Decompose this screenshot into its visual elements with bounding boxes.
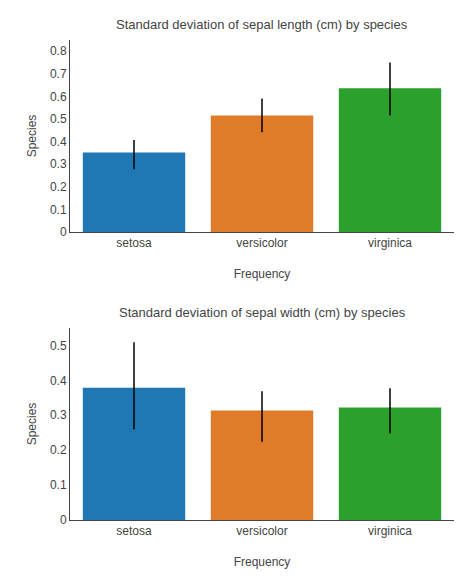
svg-text:Species: Species — [25, 403, 39, 446]
svg-text:0: 0 — [60, 513, 67, 527]
svg-text:0.3: 0.3 — [50, 157, 67, 171]
svg-text:versicolor: versicolor — [236, 524, 287, 538]
svg-text:0.8: 0.8 — [50, 44, 67, 58]
svg-text:0.5: 0.5 — [50, 112, 67, 126]
svg-text:0.2: 0.2 — [50, 443, 67, 457]
svg-text:0: 0 — [60, 225, 67, 239]
svg-text:0.6: 0.6 — [50, 90, 67, 104]
svg-text:setosa: setosa — [116, 524, 152, 538]
svg-text:0.4: 0.4 — [50, 135, 67, 149]
svg-text:Frequency: Frequency — [234, 267, 291, 281]
svg-text:Species: Species — [25, 115, 39, 158]
svg-text:0.5: 0.5 — [50, 339, 67, 353]
svg-text:Frequency: Frequency — [234, 555, 291, 569]
svg-text:0.3: 0.3 — [50, 408, 67, 422]
svg-text:0.4: 0.4 — [50, 374, 67, 388]
svg-text:0.1: 0.1 — [50, 203, 67, 217]
svg-text:virginica: virginica — [368, 236, 412, 250]
svg-text:setosa: setosa — [116, 236, 152, 250]
svg-text:0.2: 0.2 — [50, 180, 67, 194]
svg-text:0.1: 0.1 — [50, 478, 67, 492]
svg-text:virginica: virginica — [368, 524, 412, 538]
svg-text:versicolor: versicolor — [236, 236, 287, 250]
svg-text:Standard deviation of sepal wi: Standard deviation of sepal width (cm) b… — [119, 305, 406, 320]
svg-text:0.7: 0.7 — [50, 67, 67, 81]
svg-text:Standard deviation of sepal le: Standard deviation of sepal length (cm) … — [116, 17, 408, 32]
